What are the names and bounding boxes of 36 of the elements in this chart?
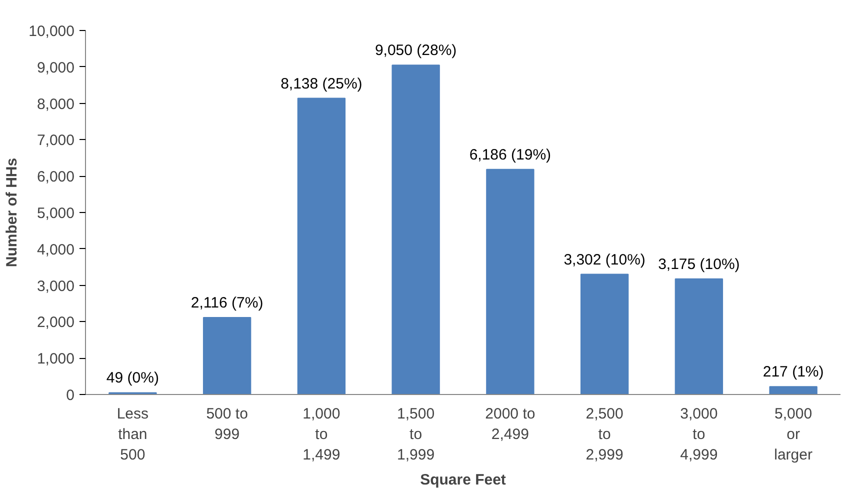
y-tick-label: 1,000 <box>36 350 75 368</box>
x-tick-label: 1,000 to 1,499 <box>302 406 340 464</box>
y-tick-label: 2,000 <box>36 314 75 332</box>
data-label: 3,175 (10%) <box>658 256 740 273</box>
bar <box>769 386 818 394</box>
y-tick-label: 7,000 <box>36 132 75 150</box>
x-tick-label: 1,500 to 1,999 <box>397 406 435 464</box>
x-tick-label: Less than 500 <box>116 406 149 464</box>
x-tick-label: 2000 to 2,499 <box>485 406 536 443</box>
y-axis-title: Number of HHs <box>4 158 21 268</box>
bar <box>297 98 346 394</box>
y-tick-label: 6,000 <box>36 168 75 186</box>
bar <box>392 64 440 394</box>
x-tick-label: 5,000 or larger <box>774 406 812 464</box>
y-tick-label: 8,000 <box>36 96 75 113</box>
bar <box>674 278 724 394</box>
x-tick-label: 2,500 to 2,999 <box>586 406 624 464</box>
y-tick-label: 9,000 <box>36 59 75 76</box>
y-tick-label: 10,000 <box>28 23 75 40</box>
y-tick-label: 3,000 <box>36 278 75 295</box>
x-axis-title: Square Feet <box>420 471 506 488</box>
x-tick-label: 500 to 999 <box>206 406 248 443</box>
y-tick-label: 5,000 <box>36 205 75 222</box>
data-label: 6,186 (19%) <box>469 146 552 164</box>
x-tick-label: 3,000 to 4,999 <box>680 406 718 464</box>
data-label: 49 (0%) <box>106 370 159 387</box>
data-label: 3,302 (10%) <box>564 251 646 268</box>
y-tick-label: 0 <box>66 387 74 404</box>
y-tick-label: 4,000 <box>36 241 75 258</box>
bar <box>486 168 534 394</box>
bar <box>202 316 252 394</box>
bar <box>580 274 629 394</box>
data-label: 8,138 (25%) <box>280 75 362 92</box>
data-label: 217 (1%) <box>762 364 824 381</box>
data-label: 9,050 (28%) <box>374 42 457 60</box>
data-label: 2,116 (7%) <box>190 294 264 312</box>
